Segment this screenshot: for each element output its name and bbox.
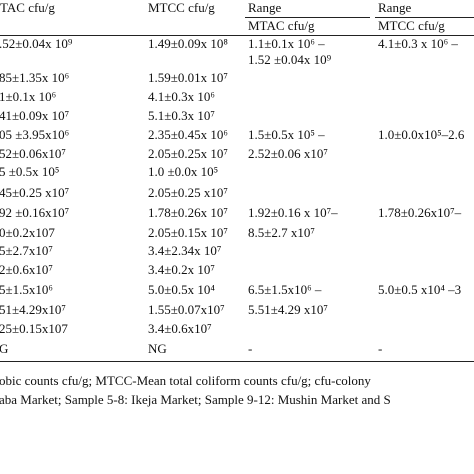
cell: 25±0.15x107 [0,321,68,336]
cell: 5±1.5x10⁶ [0,282,53,297]
cell: 3.4±0.2x 10⁷ [148,262,215,277]
range-cell: - [378,341,383,356]
header-cell: TAC cfu/g [0,0,55,15]
cell: 1.49±0.09x 10⁸ [148,36,228,51]
cell: 1.55±0.07x10⁷ [148,302,225,317]
range-cell: 5.0±0.5 x10⁴ –3 [378,282,462,297]
cell: 3.4±0.6x10⁷ [148,321,212,336]
cell: 2.05±0.15x 10⁷ [148,225,228,240]
cell: 2.35±0.45x 10⁶ [148,127,228,142]
cell: 5 ±0.5x 10⁵ [0,164,60,179]
cell: 1.0 ±0.0x 10⁵ [148,164,219,179]
range-cell: 1.92±0.16 x 10⁷– [248,205,338,220]
header-cell: MTCC cfu/g [378,18,445,33]
range-cell: 4.1±0.3 x 10⁶ – [378,36,458,51]
range-cell: 1.0±0.0x10⁵–2.6 [378,127,465,142]
range-cell: 5.51±4.29 x10⁷ [248,302,328,317]
header-cell: MTAC cfu/g [248,18,315,33]
range-cell: 2.52±0.06 x10⁷ [248,146,328,161]
cell: 85±1.35x 10⁶ [0,70,70,85]
cell: G [0,341,9,356]
header-cell: MTCC cfu/g [148,0,215,15]
cell: 51±4.29x10⁷ [0,302,66,317]
rule [0,361,474,362]
cell: 5.0±0.5x 10⁴ [148,282,215,297]
cell: 1.78±0.26x 10⁷ [148,205,228,220]
cell: 92 ±0.16x10⁷ [0,205,70,220]
cell: 2.05±0.25 x10⁷ [148,185,228,200]
range-cell: 1.52 ±0.04x 10⁹ [248,52,332,67]
range-cell: 6.5±1.5x10⁶ – [248,282,322,297]
cell: 4.1±0.3x 10⁶ [148,89,215,104]
header-cell: Range [378,0,412,15]
range-cell: 1.5±0.5x 10⁵ – [248,127,325,142]
footnote: aba Market; Sample 5-8: Ikeja Market; Sa… [0,392,391,407]
footnote: obic counts cfu/g; MTCC-Mean total colif… [0,373,371,388]
cell: 41±0.09x 10⁷ [0,108,70,123]
cell: .52±0.04x 10⁹ [0,36,73,51]
cell: 1±0.1x 10⁶ [0,89,57,104]
rule [375,17,474,18]
range-cell: 8.5±2.7 x10⁷ [248,225,315,240]
range-cell: - [248,341,253,356]
cell: 3.4±2.34x 10⁷ [148,243,222,258]
cell: 1.59±0.01x 10⁷ [148,70,228,85]
cell: 2±0.6x10⁷ [0,262,53,277]
cell: 52±0.06x10⁷ [0,146,66,161]
cell: 0±0.2x107 [0,225,55,240]
range-cell: 1.1±0.1x 10⁶ – [248,36,325,51]
rule [0,35,474,36]
cell: NG [148,341,167,356]
cell: 5±2.7x10⁷ [0,243,53,258]
cell: 2.05±0.25x 10⁷ [148,146,228,161]
cell: 05 ±3.95x10⁶ [0,127,70,142]
rule [245,17,370,18]
cell: 5.1±0.3x 10⁷ [148,108,215,123]
cell: 45±0.25 x10⁷ [0,185,70,200]
range-cell: 1.78±0.26x10⁷– [378,205,462,220]
header-cell: Range [248,0,282,15]
